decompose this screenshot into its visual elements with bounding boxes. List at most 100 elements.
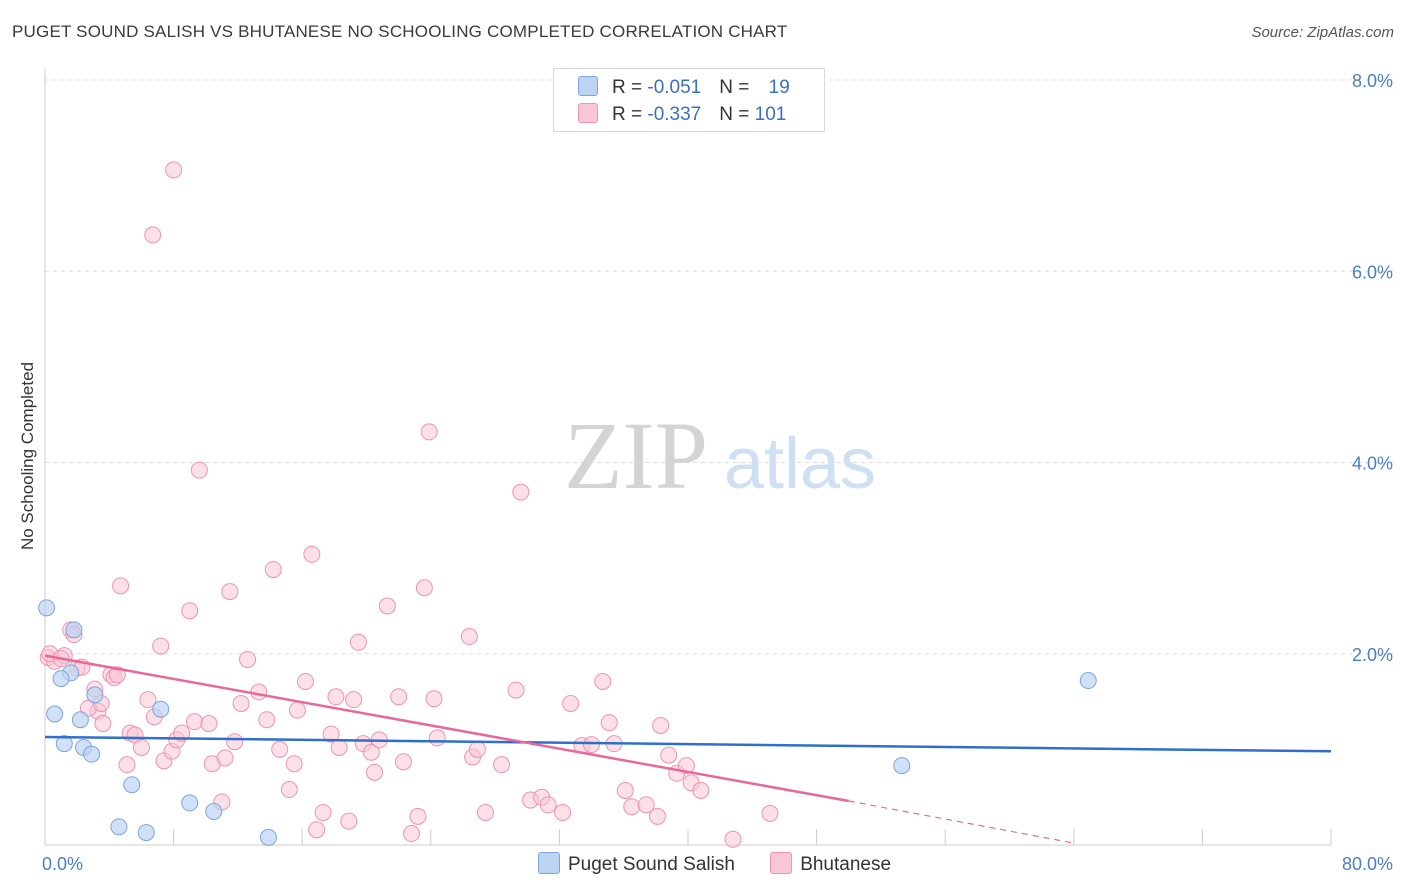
bhutanese-point (308, 821, 326, 839)
bhutanese-point (288, 701, 306, 719)
trend-lines (44, 654, 1332, 844)
bhutanese-point (616, 781, 634, 799)
puget-sound-salish-point (205, 803, 223, 821)
y-tick-label: 4.0% (1352, 454, 1393, 474)
legend-row-bhutanese: R = -0.337 N = 101 (578, 103, 786, 125)
puget-sound-salish-point (71, 711, 89, 729)
legend-n-label: N = (719, 77, 755, 98)
bhutanese-point (428, 729, 446, 747)
legend-item-puget[interactable]: Puget Sound Salish (538, 852, 735, 876)
puget-sound-salish-point (86, 686, 104, 704)
bhutanese-point (761, 804, 779, 822)
bhutanese-point (660, 746, 678, 764)
bhutanese-point (460, 628, 478, 646)
bhutanese-point (403, 825, 421, 843)
x-tick-label: 0.0% (42, 854, 83, 874)
bhutanese-point (239, 650, 257, 668)
bhutanese-point (425, 690, 443, 708)
bhutanese-point (652, 716, 670, 734)
bhutanese-point (677, 757, 695, 775)
bhutanese-point (226, 733, 244, 751)
bhutanese-point (250, 683, 268, 701)
puget-sound-salish-point (152, 700, 170, 718)
bhutanese-point (264, 561, 282, 579)
puget-sound-salish-point (1079, 672, 1097, 690)
bhutanese-point (271, 740, 289, 758)
bhutanese-point (345, 691, 363, 709)
puget-sound-salish-point (65, 621, 83, 639)
bhutanese-point (152, 637, 170, 655)
bhutanese-point (512, 483, 530, 501)
bhutanese-point (623, 798, 641, 816)
bhutanese-point (144, 226, 162, 244)
bhutanese-point (493, 756, 511, 774)
legend-item-bhutanese[interactable]: Bhutanese (770, 852, 891, 876)
bhutanese-point (94, 715, 112, 733)
bhutanese-point (583, 736, 601, 754)
bhutanese-point (132, 738, 150, 756)
tick-labels: 2.0% 4.0% 6.0% 8.0% 0.0% 80.0% (42, 71, 1393, 874)
bhutanese-point (280, 781, 298, 799)
bhutanese-point (108, 666, 126, 684)
bhutanese-point (594, 672, 612, 690)
legend-row-puget: R = -0.051 N = 19 (578, 76, 790, 98)
bhutanese-point (394, 753, 412, 771)
legend-label: Puget Sound Salish (568, 854, 735, 875)
y-tick-label: 8.0% (1352, 71, 1393, 91)
puget-sound-salish-point (893, 757, 911, 775)
gridlines (45, 79, 1393, 655)
puget-sound-salish-points (38, 599, 1097, 846)
bhutanese-point (322, 725, 340, 743)
source-label: Source: ZipAtlas.com (1251, 24, 1394, 41)
legend-swatch-blue (578, 76, 598, 96)
bhutanese-point (340, 812, 358, 830)
bhutanese-point (173, 724, 191, 742)
correlation-legend: R = -0.051 N = 19 R = -0.337 N = 101 (553, 68, 825, 132)
legend-r-label: R = (612, 104, 648, 125)
legend-r-value: -0.051 (647, 77, 702, 98)
y-axis-label: No Schooling Completed (18, 361, 37, 551)
puget-sound-salish-trend-line (44, 735, 1332, 753)
bhutanese-point (216, 749, 234, 767)
bhutanese-point (190, 461, 208, 479)
bhutanese-point (600, 714, 618, 732)
bhutanese-point (637, 796, 655, 814)
axes (44, 68, 1332, 846)
puget-sound-salish-point (83, 745, 101, 763)
bhutanese-point (296, 672, 314, 690)
puget-sound-salish-point (52, 670, 70, 688)
bhutanese-point (539, 796, 557, 814)
legend-r-value: -0.337 (647, 104, 702, 125)
legend-swatch-pink (770, 852, 793, 874)
bhutanese-trend-extension (848, 800, 1074, 844)
bhutanese-point (554, 803, 572, 821)
bhutanese-point (200, 715, 218, 733)
chart-title: PUGET SOUND SALISH VS BHUTANESE NO SCHOO… (12, 22, 788, 41)
bhutanese-point (221, 583, 239, 601)
puget-sound-salish-point (123, 776, 141, 794)
bhutanese-point (366, 763, 384, 781)
bhutanese-point (185, 713, 203, 731)
bhutanese-point (181, 602, 199, 620)
bhutanese-point (139, 691, 157, 709)
bhutanese-point (112, 577, 130, 595)
puget-sound-salish-point (181, 794, 199, 812)
legend-n-value: 101 (754, 104, 787, 125)
legend-n-value: 19 (768, 77, 790, 98)
bhutanese-point (378, 597, 396, 615)
bhutanese-point (330, 738, 348, 756)
series-legend: Puget Sound Salish Bhutanese (538, 852, 921, 876)
bhutanese-point (303, 545, 321, 563)
bhutanese-point (118, 756, 136, 774)
bhutanese-trend-line (44, 654, 849, 803)
bhutanese-point (476, 803, 494, 821)
bhutanese-point (362, 743, 380, 761)
bhutanese-point (285, 755, 303, 773)
bhutanese-point (468, 740, 486, 758)
bhutanese-point (165, 161, 183, 179)
legend-swatch-pink (578, 103, 598, 123)
y-tick-label: 6.0% (1352, 262, 1393, 282)
legend-r-label: R = (612, 77, 648, 98)
puget-sound-salish-point (110, 818, 128, 836)
